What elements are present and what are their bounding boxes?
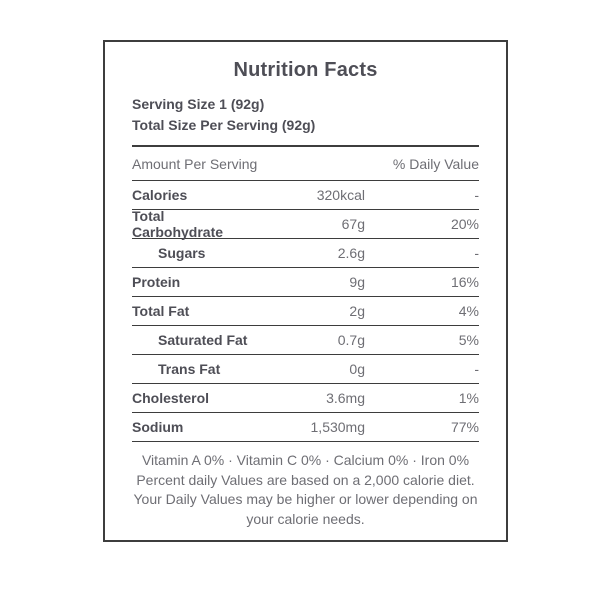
- nutrient-amount: 0.7g: [337, 332, 365, 348]
- nutrient-dv: 20%: [450, 216, 479, 232]
- nutrient-name: Cholesterol: [132, 390, 210, 406]
- nutrient-row: Saturated Fat 0.7g 5%: [132, 326, 479, 355]
- serving-size-line: Serving Size 1 (92g): [132, 96, 265, 112]
- nutrient-name: Trans Fat: [158, 361, 221, 377]
- total-size-line: Total Size Per Serving (92g): [132, 117, 316, 133]
- nutrient-dv: 77%: [450, 419, 479, 435]
- nutrient-row: Total Fat 2g 4%: [132, 297, 479, 326]
- daily-value-header: % Daily Value: [392, 155, 479, 172]
- nutrient-amount: 3.6mg: [326, 390, 365, 406]
- nutrient-amount: 1,530mg: [310, 419, 365, 435]
- nutrient-amount: 2g: [349, 303, 365, 319]
- nutrient-dv: 4%: [458, 303, 479, 319]
- nutrient-name: Calories: [132, 187, 188, 203]
- serving-block: Serving Size 1 (92g) Total Size Per Serv…: [132, 94, 479, 136]
- footer-block: Vitamin A 0% · Vitamin C 0% · Calcium 0%…: [132, 451, 479, 529]
- table-header-row: Amount Per Serving % Daily Value: [132, 147, 479, 181]
- nutrient-amount: 320kcal: [316, 187, 365, 203]
- nutrition-label: Nutrition Facts Serving Size 1 (92g) Tot…: [103, 40, 508, 542]
- nutrient-row: Cholesterol 3.6mg 1%: [132, 384, 479, 413]
- nutrient-row: Sugars 2.6g -: [132, 239, 479, 268]
- amount-per-serving-header: Amount Per Serving: [132, 155, 258, 172]
- nutrient-dv: -: [474, 187, 479, 203]
- nutrient-name: Total Fat: [132, 303, 190, 319]
- vitamins-line: Vitamin A 0% · Vitamin C 0% · Calcium 0%…: [141, 452, 470, 468]
- nutrition-rows: Calories 320kcal - Total Carbohydrate 67…: [132, 181, 479, 442]
- nutrient-dv: -: [474, 245, 479, 261]
- nutrient-dv: -: [474, 361, 479, 377]
- nutrient-row: Trans Fat 0g -: [132, 355, 479, 384]
- thick-divider: [132, 145, 479, 147]
- nutrient-row: Protein 9g 16%: [132, 268, 479, 297]
- nutrient-row: Total Carbohydrate 67g 20%: [132, 208, 479, 240]
- nutrient-row: Sodium 1,530mg 77%: [132, 413, 479, 442]
- disclaimer-text: Percent daily Values are based on a 2,00…: [133, 471, 478, 527]
- nutrient-amount: 0g: [349, 361, 365, 377]
- nutrient-amount: 67g: [341, 216, 365, 232]
- nutrient-dv: 1%: [458, 390, 479, 406]
- nutrient-dv: 16%: [450, 274, 479, 290]
- nutrient-name: Total Carbohydrate: [132, 208, 224, 240]
- label-title: Nutrition Facts: [233, 59, 378, 81]
- nutrient-row: Calories 320kcal -: [132, 181, 479, 210]
- nutrient-name: Sodium: [132, 419, 184, 435]
- nutrient-name: Sugars: [158, 245, 206, 261]
- nutrient-dv: 5%: [458, 332, 479, 348]
- nutrient-name: Saturated Fat: [158, 332, 248, 348]
- nutrient-name: Protein: [132, 274, 181, 290]
- nutrient-amount: 9g: [349, 274, 365, 290]
- nutrient-amount: 2.6g: [337, 245, 365, 261]
